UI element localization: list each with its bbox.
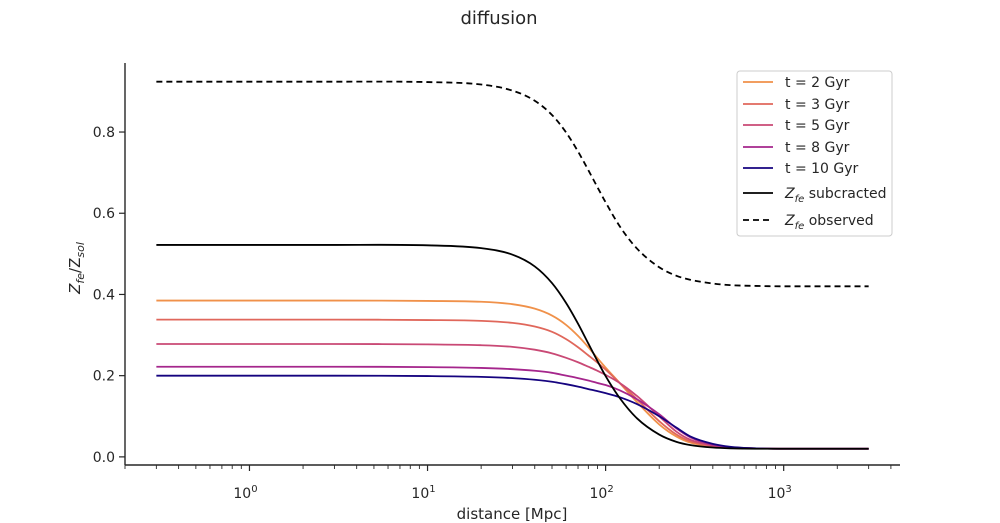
legend-label-symbol: Z xyxy=(784,213,795,229)
x-tick-exponent: 2 xyxy=(607,484,613,495)
series-line-7 xyxy=(156,80,869,288)
x-tick-label: 101 xyxy=(411,484,435,502)
x-axis-label: distance [Mpc] xyxy=(457,505,568,523)
x-tick-base: 10 xyxy=(411,486,429,502)
y-label-slash: /Z xyxy=(66,258,84,273)
legend-label-subscript: fe xyxy=(795,194,805,205)
legend-label: t = 5 Gyr xyxy=(785,118,850,134)
legend-label: Zfe observed xyxy=(784,213,874,232)
y-label-z1: Z xyxy=(66,283,84,295)
legend-label-symbol: Z xyxy=(784,186,795,202)
y-ticks: 0.0 0.2 0.4 0.6 0.8 xyxy=(93,125,125,466)
legend-label: t = 10 Gyr xyxy=(785,161,859,177)
x-tick-label: 103 xyxy=(768,484,792,502)
x-ticks: 100 101 102 103 xyxy=(124,465,892,502)
legend-label: t = 8 Gyr xyxy=(785,140,850,156)
x-tick-exponent: 0 xyxy=(251,484,257,495)
series-line-4 xyxy=(156,365,869,450)
y-label-sub1: fe xyxy=(74,273,87,284)
y-label-sub2: sol xyxy=(74,242,87,258)
x-tick-base: 10 xyxy=(768,486,786,502)
y-tick-label: 0.8 xyxy=(93,125,115,141)
series-line-3 xyxy=(156,343,869,450)
legend: t = 2 Gyr t = 3 Gyr t = 5 Gyr t = 8 Gyr t = … xyxy=(736,70,893,237)
legend-label: t = 3 Gyr xyxy=(785,97,850,113)
series-line-5 xyxy=(156,374,869,450)
legend-label-text: observed xyxy=(804,213,873,229)
x-tick-label: 102 xyxy=(590,484,614,502)
legend-label-subscript: fe xyxy=(795,221,805,232)
plot-lines xyxy=(156,80,869,450)
x-tick-label: 100 xyxy=(233,484,257,502)
chart-title: diffusion xyxy=(460,8,537,29)
y-tick-label: 0.4 xyxy=(93,287,115,303)
y-tick-label: 0.6 xyxy=(93,206,115,222)
series-line-6 xyxy=(156,243,869,450)
legend-box xyxy=(736,70,893,237)
legend-label: Zfe subcracted xyxy=(784,186,887,205)
y-tick-label: 0.2 xyxy=(93,369,115,385)
legend-label: t = 2 Gyr xyxy=(785,75,850,91)
legend-label-text: subcracted xyxy=(804,186,886,202)
x-tick-exponent: 1 xyxy=(429,484,435,495)
x-tick-base: 10 xyxy=(233,486,251,502)
x-tick-exponent: 3 xyxy=(785,484,791,495)
y-tick-label: 0.0 xyxy=(93,450,115,466)
series-line-2 xyxy=(156,318,869,450)
y-axis-label: Zfe/Zsol xyxy=(66,242,87,295)
x-tick-base: 10 xyxy=(590,486,608,502)
